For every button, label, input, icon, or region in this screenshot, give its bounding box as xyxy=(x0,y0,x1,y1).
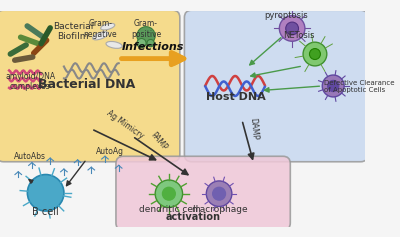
Text: DAMP: DAMP xyxy=(248,117,259,140)
Circle shape xyxy=(322,75,344,97)
Circle shape xyxy=(137,39,146,48)
Text: dendritic cell: dendritic cell xyxy=(139,205,198,214)
Circle shape xyxy=(279,16,305,41)
Circle shape xyxy=(303,42,327,66)
Circle shape xyxy=(137,27,155,45)
FancyBboxPatch shape xyxy=(184,10,368,162)
Text: amyloid/DNA
complexes: amyloid/DNA complexes xyxy=(5,72,55,91)
Circle shape xyxy=(147,39,154,47)
Circle shape xyxy=(213,187,226,200)
Circle shape xyxy=(206,181,232,206)
FancyBboxPatch shape xyxy=(116,156,290,230)
Text: activation: activation xyxy=(166,212,221,222)
Text: Bacterial
Biofilm: Bacterial Biofilm xyxy=(53,22,93,41)
Text: Host DNA: Host DNA xyxy=(206,92,265,102)
Circle shape xyxy=(286,22,298,35)
Circle shape xyxy=(310,49,320,59)
Text: Defective Clearance
of Apoptotic Cells: Defective Clearance of Apoptotic Cells xyxy=(324,80,394,93)
Text: PAMP: PAMP xyxy=(149,130,169,152)
Text: pyroptosis: pyroptosis xyxy=(265,10,308,19)
Text: Ag Mimicry: Ag Mimicry xyxy=(105,109,145,141)
Text: Bacterial DNA: Bacterial DNA xyxy=(38,78,135,91)
Circle shape xyxy=(27,174,64,211)
Ellipse shape xyxy=(101,23,115,30)
FancyBboxPatch shape xyxy=(0,10,180,162)
Text: Gram-
negative: Gram- negative xyxy=(84,19,117,39)
Text: macrophage: macrophage xyxy=(191,205,248,214)
Ellipse shape xyxy=(106,41,122,48)
Text: AutoAbs: AutoAbs xyxy=(14,152,46,161)
Text: Gram-
positive: Gram- positive xyxy=(131,19,161,39)
Text: NETosis: NETosis xyxy=(283,31,314,40)
Text: AutoAg: AutoAg xyxy=(96,147,124,156)
Text: B cell: B cell xyxy=(32,207,59,217)
Ellipse shape xyxy=(93,32,108,40)
Circle shape xyxy=(155,180,182,207)
Circle shape xyxy=(162,187,175,200)
Text: Infections: Infections xyxy=(122,42,184,52)
Circle shape xyxy=(328,81,339,91)
